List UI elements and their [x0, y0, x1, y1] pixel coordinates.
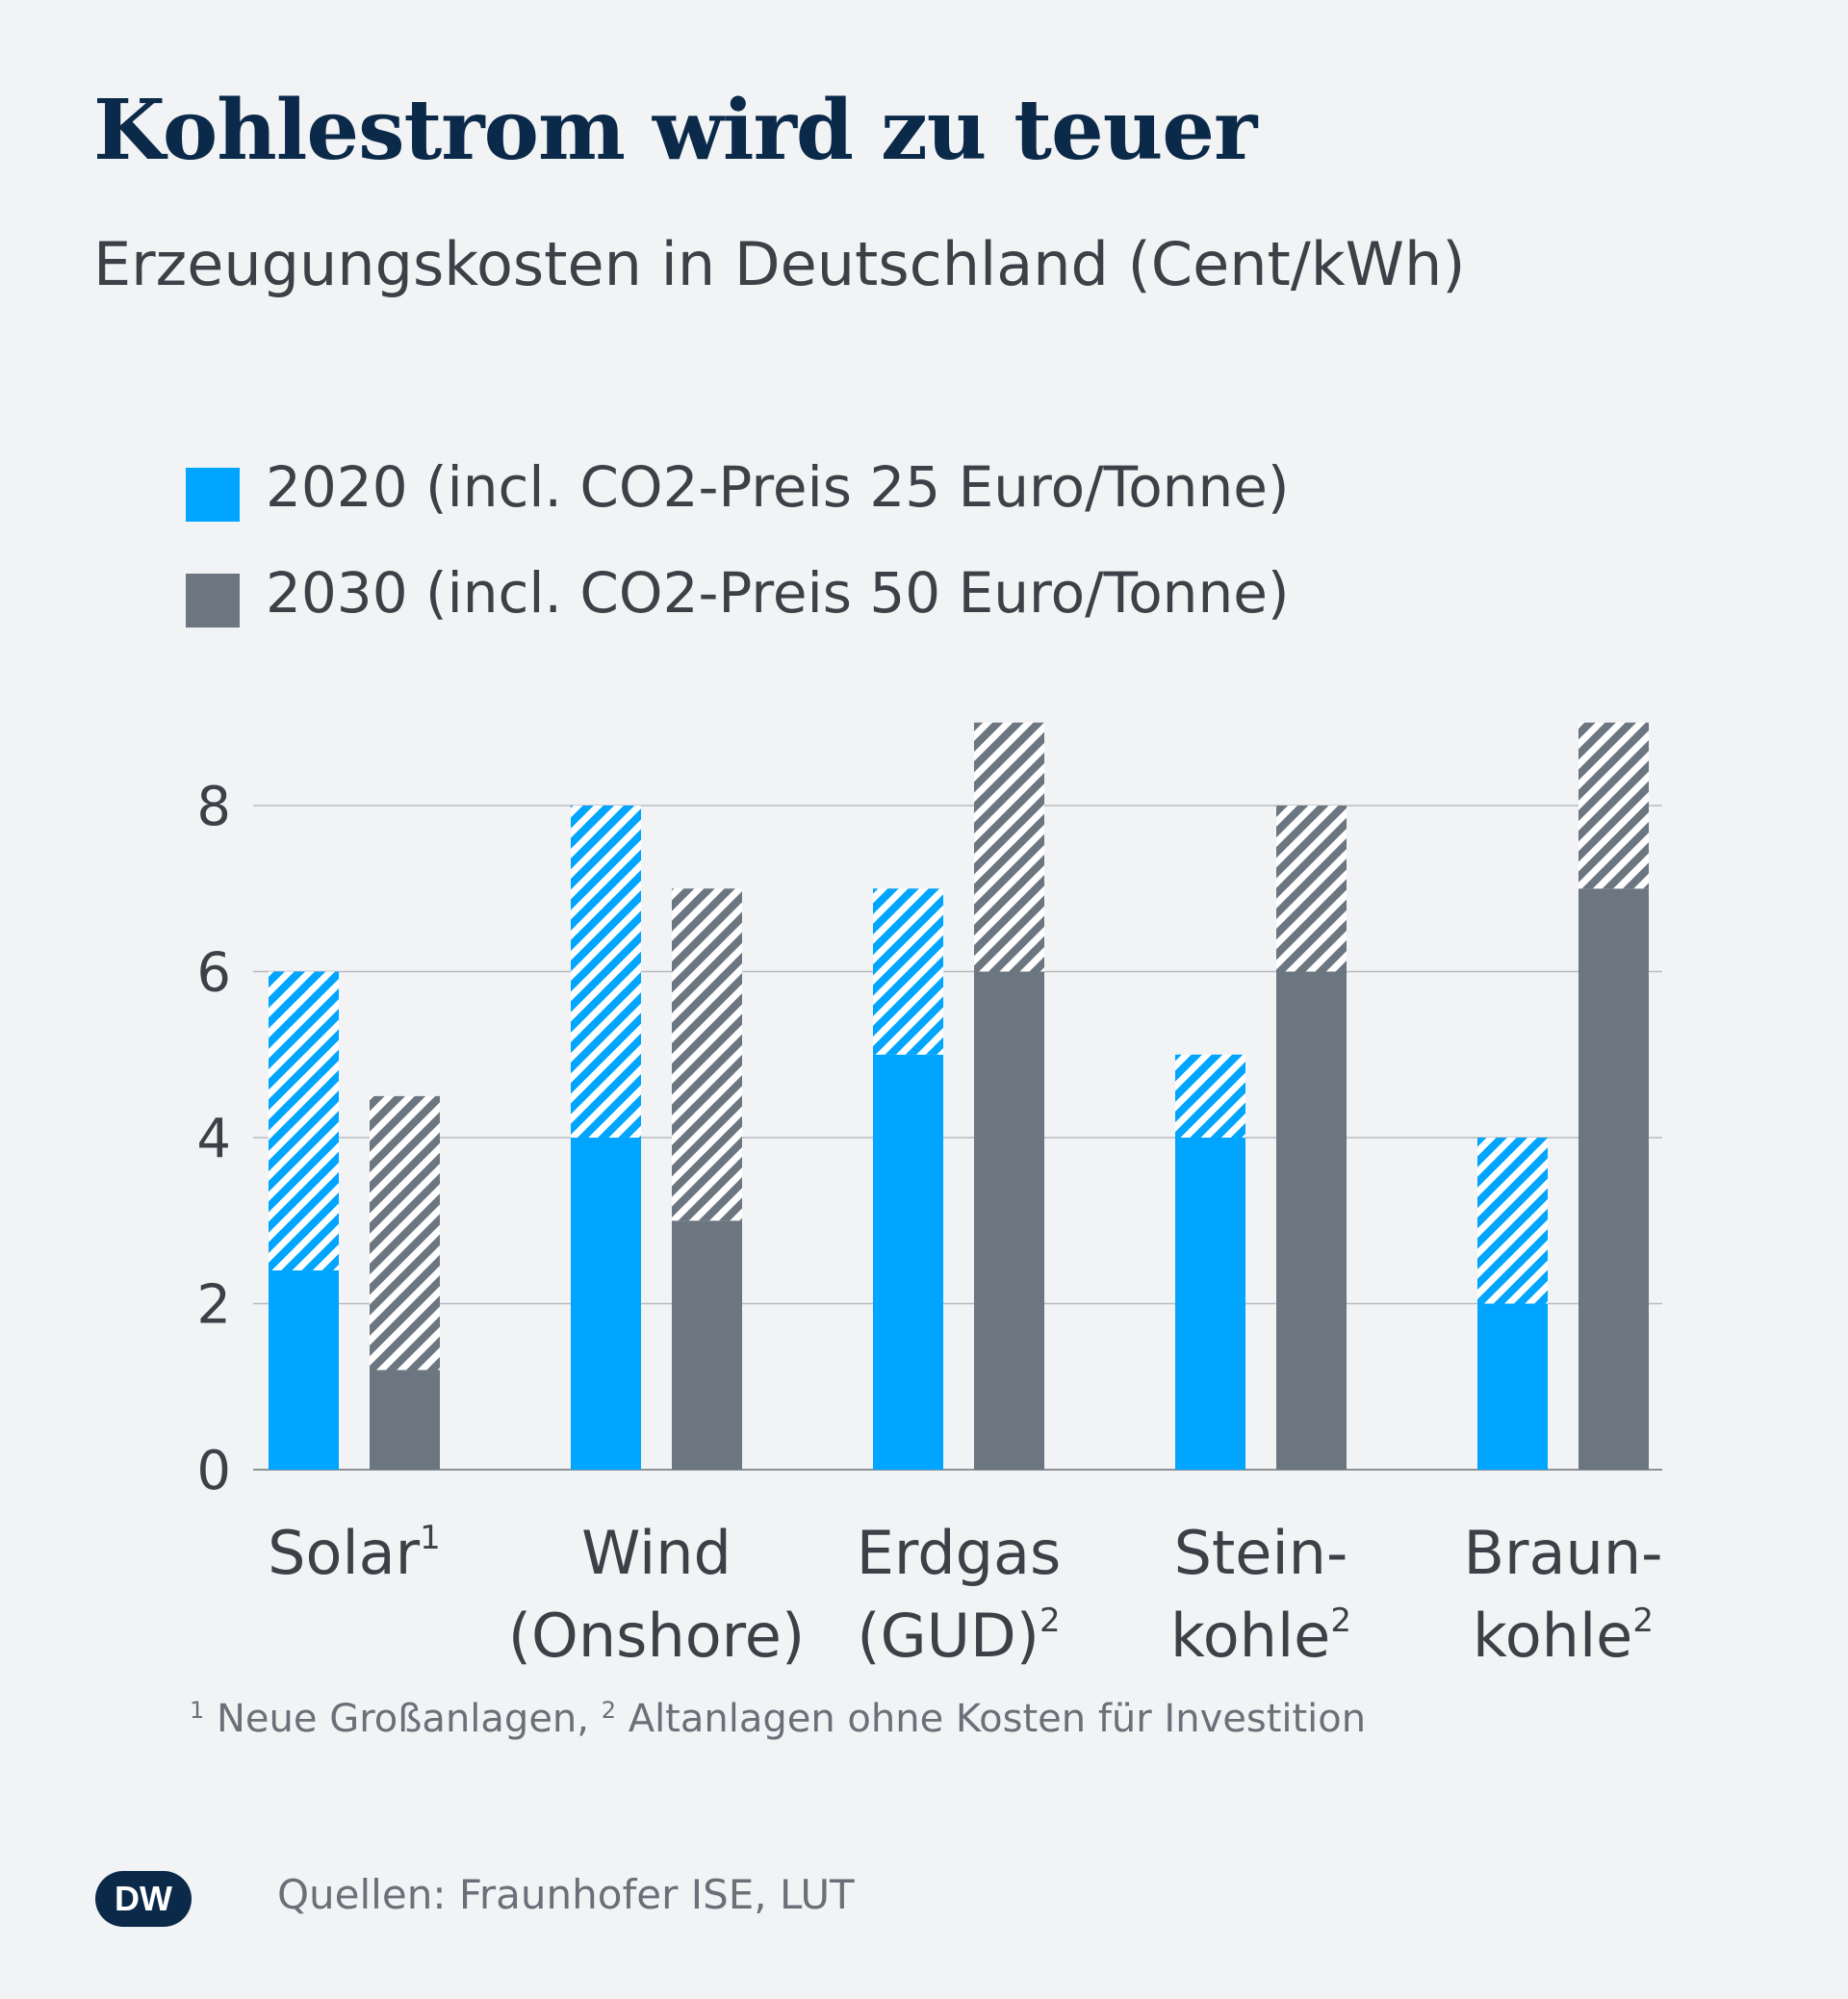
bar-2030-range-1 — [672, 888, 742, 1221]
footnote-sup-1: 1 — [190, 1697, 205, 1724]
bar-2030-low-2 — [974, 971, 1044, 1470]
dw-logo: DW — [95, 1871, 192, 1927]
legend-swatch-2020 — [186, 468, 240, 522]
bar-2020-low-3 — [1175, 1138, 1245, 1470]
x-label-3-line-1: kohle2 — [1170, 1601, 1351, 1671]
x-label-0-line-0: Solar1 — [268, 1518, 441, 1588]
x-label-2-line-1: (GUD)2 — [857, 1601, 1060, 1671]
bar-2020-range-1 — [571, 806, 641, 1138]
legend-swatch-2030 — [186, 574, 240, 628]
bar-2030-low-0 — [370, 1370, 440, 1470]
x-label-4-line-0: Braun- — [1464, 1518, 1663, 1588]
bar-2030-range-4 — [1578, 722, 1649, 889]
bar-2030-range-0 — [370, 1095, 440, 1371]
bar-2020-range-4 — [1477, 1138, 1548, 1304]
bar-2030-low-4 — [1578, 888, 1649, 1470]
bar-2020-low-1 — [571, 1138, 641, 1470]
footnote: 1 Neue Großanlagen, 2 Altanlagen ohne Ko… — [190, 1697, 1366, 1741]
x-label-3-superscript: 2 — [1330, 1602, 1351, 1640]
footnote-sup-2: 2 — [601, 1697, 616, 1724]
chart-title: Kohlestrom wird zu teuer — [93, 82, 1257, 179]
bar-2020-range-3 — [1175, 1054, 1245, 1138]
footnote-text-2: Altanlagen ohne Kosten für Investition — [615, 1697, 1367, 1741]
x-label-1-line-1: (Onshore) — [508, 1601, 805, 1671]
x-label-3-line-0: Stein- — [1174, 1518, 1348, 1588]
x-label-2-line-0: Erdgas — [857, 1518, 1062, 1588]
x-label-4-superscript: 2 — [1632, 1602, 1654, 1640]
x-label-1-line-0: Wind — [581, 1518, 732, 1588]
bar-2020-range-2 — [873, 888, 943, 1055]
chart-subtitle: Erzeugungskosten in Deutschland (Cent/kW… — [93, 229, 1466, 299]
legend-label-2020: 2020 (incl. CO2-Preis 25 Euro/Tonne) — [266, 454, 1290, 520]
legend-label-2030: 2030 (incl. CO2-Preis 50 Euro/Tonne) — [266, 560, 1290, 626]
bar-2020-low-2 — [873, 1054, 943, 1470]
bars — [269, 722, 1649, 1470]
bar-2030-low-3 — [1276, 971, 1347, 1470]
gridlines — [253, 805, 1662, 1471]
bar-2020-low-0 — [269, 1270, 339, 1470]
footnote-text-1: Neue Großanlagen, — [204, 1697, 602, 1741]
y-tick-2: 2 — [196, 1274, 231, 1337]
y-tick-4: 4 — [196, 1108, 231, 1170]
y-tick-6: 6 — [196, 942, 231, 1005]
dw-logo-text: DW — [115, 1879, 172, 1918]
bar-2020-low-4 — [1477, 1303, 1548, 1470]
y-tick-0: 0 — [196, 1440, 231, 1502]
source-note: Quellen: Fraunhofer ISE, LUT — [277, 1871, 855, 1918]
y-axis-ticks: 0 2 4 6 8 — [196, 776, 231, 1502]
bar-2030-low-1 — [672, 1220, 742, 1470]
x-axis-labels: Solar1 Wind (Onshore) Erdgas (GUD)2 Stein-koh… — [268, 1518, 1662, 1671]
bar-2030-range-2 — [974, 722, 1044, 972]
bar-2020-range-0 — [269, 971, 339, 1270]
y-tick-8: 8 — [196, 776, 231, 838]
bar-2030-range-3 — [1276, 806, 1347, 972]
x-label-0-superscript: 1 — [420, 1519, 441, 1557]
x-label-4-line-1: kohle2 — [1473, 1601, 1654, 1671]
x-label-2-superscript: 2 — [1040, 1602, 1061, 1640]
bar-chart: 0 2 4 6 8 Solar1 Wind (Onshore) Erdgas (GUD)2 Ste… — [196, 722, 1662, 1671]
